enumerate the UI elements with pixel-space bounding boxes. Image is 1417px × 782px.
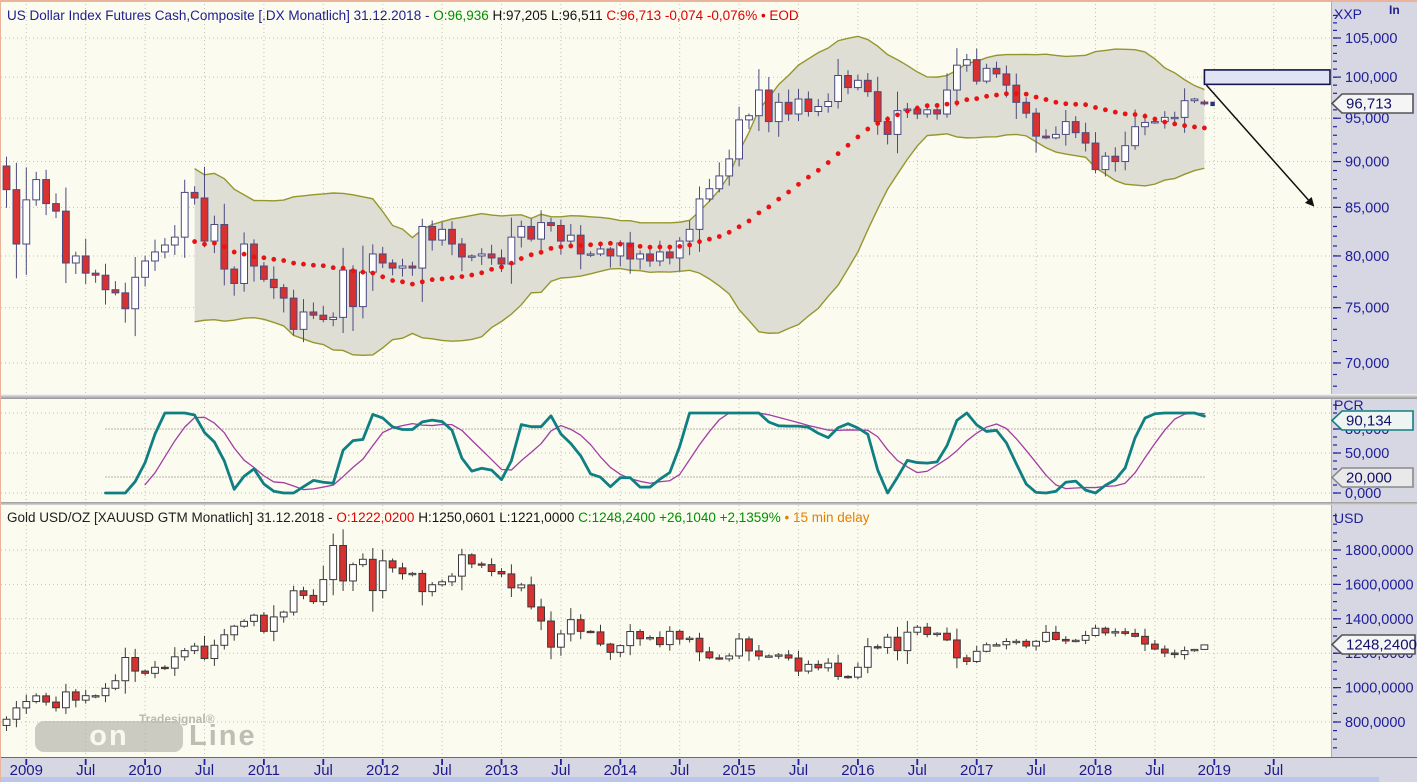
time-axis-label: Jul <box>314 762 333 777</box>
stoch-axis-unit: PCR <box>1334 397 1364 413</box>
plot-bottom-border <box>1 757 1417 758</box>
svg-text:1800,0000: 1800,0000 <box>1345 543 1414 559</box>
time-axis-label: 2015 <box>722 762 755 777</box>
time-axis[interactable]: 2009 Jul 2010 Jul 2011 Jul 2012 Jul 2013 Jul 2014 J… <box>1 758 1417 779</box>
time-axis-label: 2011 <box>248 762 280 777</box>
value-axis-ticks: 105,000 100,000 95,000 90,000 85,000 80,000 75… <box>1333 14 1414 749</box>
dx-chart-panel[interactable] <box>1 4 1331 394</box>
time-axis-label: 2014 <box>604 762 637 777</box>
dx-panel-title: US Dollar Index Futures Cash,Composite [… <box>7 8 799 23</box>
scrollbar-corner <box>1379 777 1417 782</box>
stochastic-level-tag[interactable]: 20,000 <box>1330 466 1415 494</box>
gold-axis-unit: USD <box>1334 510 1364 526</box>
title-segment: C:96,713 -0,074 -0,076% <box>606 8 761 23</box>
time-axis-label: Jul <box>551 762 570 777</box>
horizontal-scrollbar[interactable] <box>1 777 1379 782</box>
svg-text:1000,0000: 1000,0000 <box>1345 681 1414 697</box>
svg-text:50,000: 50,000 <box>1345 446 1389 462</box>
gold-price-tag[interactable]: 1248,2400 <box>1330 633 1417 661</box>
logo-on-text: on <box>35 721 183 752</box>
dx-axis-unit: XXP <box>1334 6 1363 22</box>
time-axis-label: 2013 <box>485 762 518 777</box>
gold-panel-title: Gold USD/OZ [XAUUSD GTM Monatlich] 31.12… <box>7 510 870 525</box>
title-segment: • EOD <box>760 8 799 23</box>
title-segment: C:1248,2400 +26,1040 +2,1359% <box>578 510 785 525</box>
stochastic-value-tag[interactable]: 90,134 <box>1330 409 1415 437</box>
title-segment: H:97,205 L:96,511 <box>492 8 607 23</box>
value-axis-column[interactable]: 105,000 100,000 95,000 90,000 85,000 80,000 75… <box>1331 2 1417 758</box>
time-axis-label: 2018 <box>1079 762 1112 777</box>
svg-text:90,000: 90,000 <box>1345 155 1389 171</box>
svg-text:85,000: 85,000 <box>1345 200 1389 216</box>
title-segment: US Dollar Index Futures Cash,Composite [… <box>7 8 434 23</box>
svg-text:105,000: 105,000 <box>1345 31 1397 47</box>
gold-chart-panel[interactable] <box>1 505 1331 757</box>
title-segment: H:1250,0601 L:1221,0000 <box>418 510 579 525</box>
time-axis-label: Jul <box>1145 762 1164 777</box>
time-axis-label: 2017 <box>960 762 993 777</box>
title-segment: O:1222,0200 <box>336 510 419 525</box>
time-axis-ticks: 2009 Jul 2010 Jul 2011 Jul 2012 Jul 2013 Jul 2014 J… <box>10 759 1283 779</box>
clipped-corner-text: In <box>1389 3 1400 17</box>
time-axis-label: 2010 <box>128 762 161 777</box>
stochastic-panel[interactable] <box>1 399 1331 502</box>
time-axis-label: 2012 <box>366 762 399 777</box>
time-axis-label: 2009 <box>10 762 43 777</box>
svg-text:20,000: 20,000 <box>1346 469 1392 486</box>
svg-text:0,000: 0,000 <box>1345 486 1381 502</box>
time-axis-label: Jul <box>1264 762 1283 777</box>
title-segment: Gold USD/OZ [XAUUSD GTM Monatlich] 31.12… <box>7 510 337 525</box>
time-axis-label: Jul <box>670 762 689 777</box>
svg-text:96,713: 96,713 <box>1346 96 1392 113</box>
time-axis-label: Jul <box>908 762 927 777</box>
svg-text:75,000: 75,000 <box>1345 301 1389 317</box>
time-axis-label: Jul <box>1027 762 1046 777</box>
logo-line-text: Line <box>189 720 257 752</box>
svg-text:80,000: 80,000 <box>1345 249 1389 265</box>
svg-text:800,0000: 800,0000 <box>1345 715 1405 731</box>
title-segment: O:96,936 <box>433 8 493 23</box>
dx-price-tag[interactable]: 96,713 <box>1330 92 1415 120</box>
time-axis-label: Jul <box>195 762 214 777</box>
time-axis-label: 2019 <box>1198 762 1231 777</box>
title-segment: • 15 min delay <box>784 510 870 525</box>
panel-splitter-2[interactable] <box>1 502 1417 505</box>
svg-text:90,134: 90,134 <box>1346 413 1392 430</box>
svg-text:70,000: 70,000 <box>1345 356 1389 372</box>
time-axis-label: Jul <box>76 762 95 777</box>
svg-text:95,000: 95,000 <box>1345 111 1389 127</box>
svg-text:1248,2400: 1248,2400 <box>1346 637 1417 654</box>
time-axis-label: 2016 <box>841 762 874 777</box>
svg-text:1400,0000: 1400,0000 <box>1345 612 1414 628</box>
panel-splitter-1[interactable] <box>1 394 1417 399</box>
time-axis-label: Jul <box>789 762 808 777</box>
svg-text:1600,0000: 1600,0000 <box>1345 577 1414 593</box>
time-axis-label: Jul <box>433 762 452 777</box>
svg-text:100,000: 100,000 <box>1345 70 1397 86</box>
